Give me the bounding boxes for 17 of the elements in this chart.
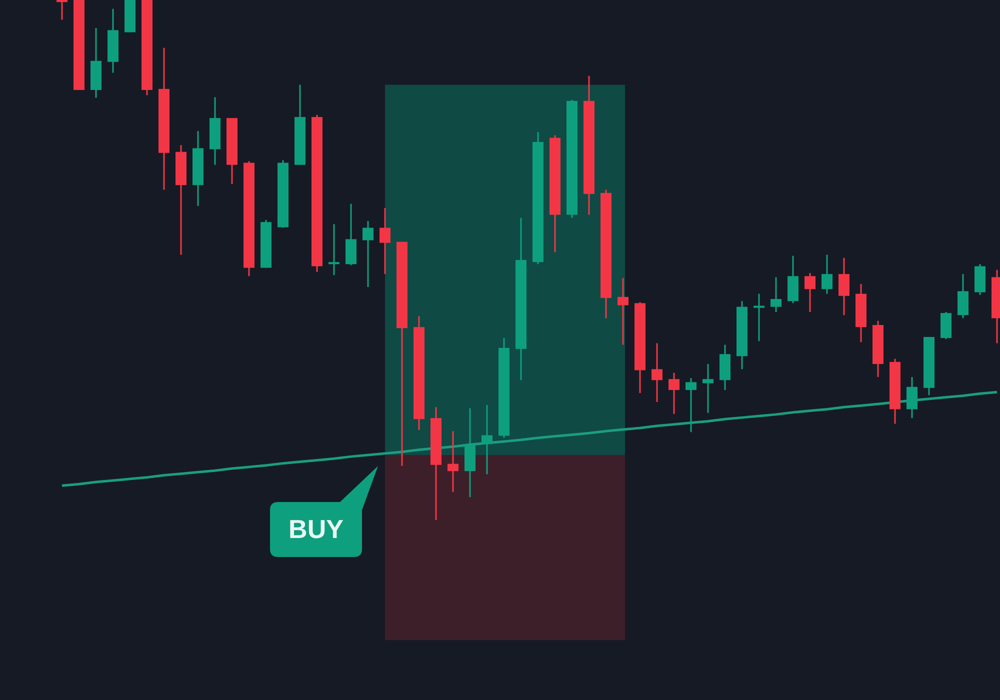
candlestick xyxy=(482,404,492,475)
candlestick xyxy=(754,293,764,342)
candlestick xyxy=(448,430,458,493)
annotation: BUY xyxy=(288,514,344,544)
candlestick xyxy=(668,372,680,415)
candlestick xyxy=(822,254,832,295)
candlestick xyxy=(804,272,816,313)
candlestick xyxy=(770,276,782,313)
candlestick xyxy=(652,342,662,403)
candlestick xyxy=(56,0,68,21)
candlestick xyxy=(328,223,340,276)
candlestick xyxy=(618,277,628,346)
candlestick xyxy=(702,363,714,414)
candlestick xyxy=(838,257,850,316)
candlestick xyxy=(362,220,374,288)
candlestick xyxy=(958,273,968,319)
candlestick xyxy=(380,207,390,275)
